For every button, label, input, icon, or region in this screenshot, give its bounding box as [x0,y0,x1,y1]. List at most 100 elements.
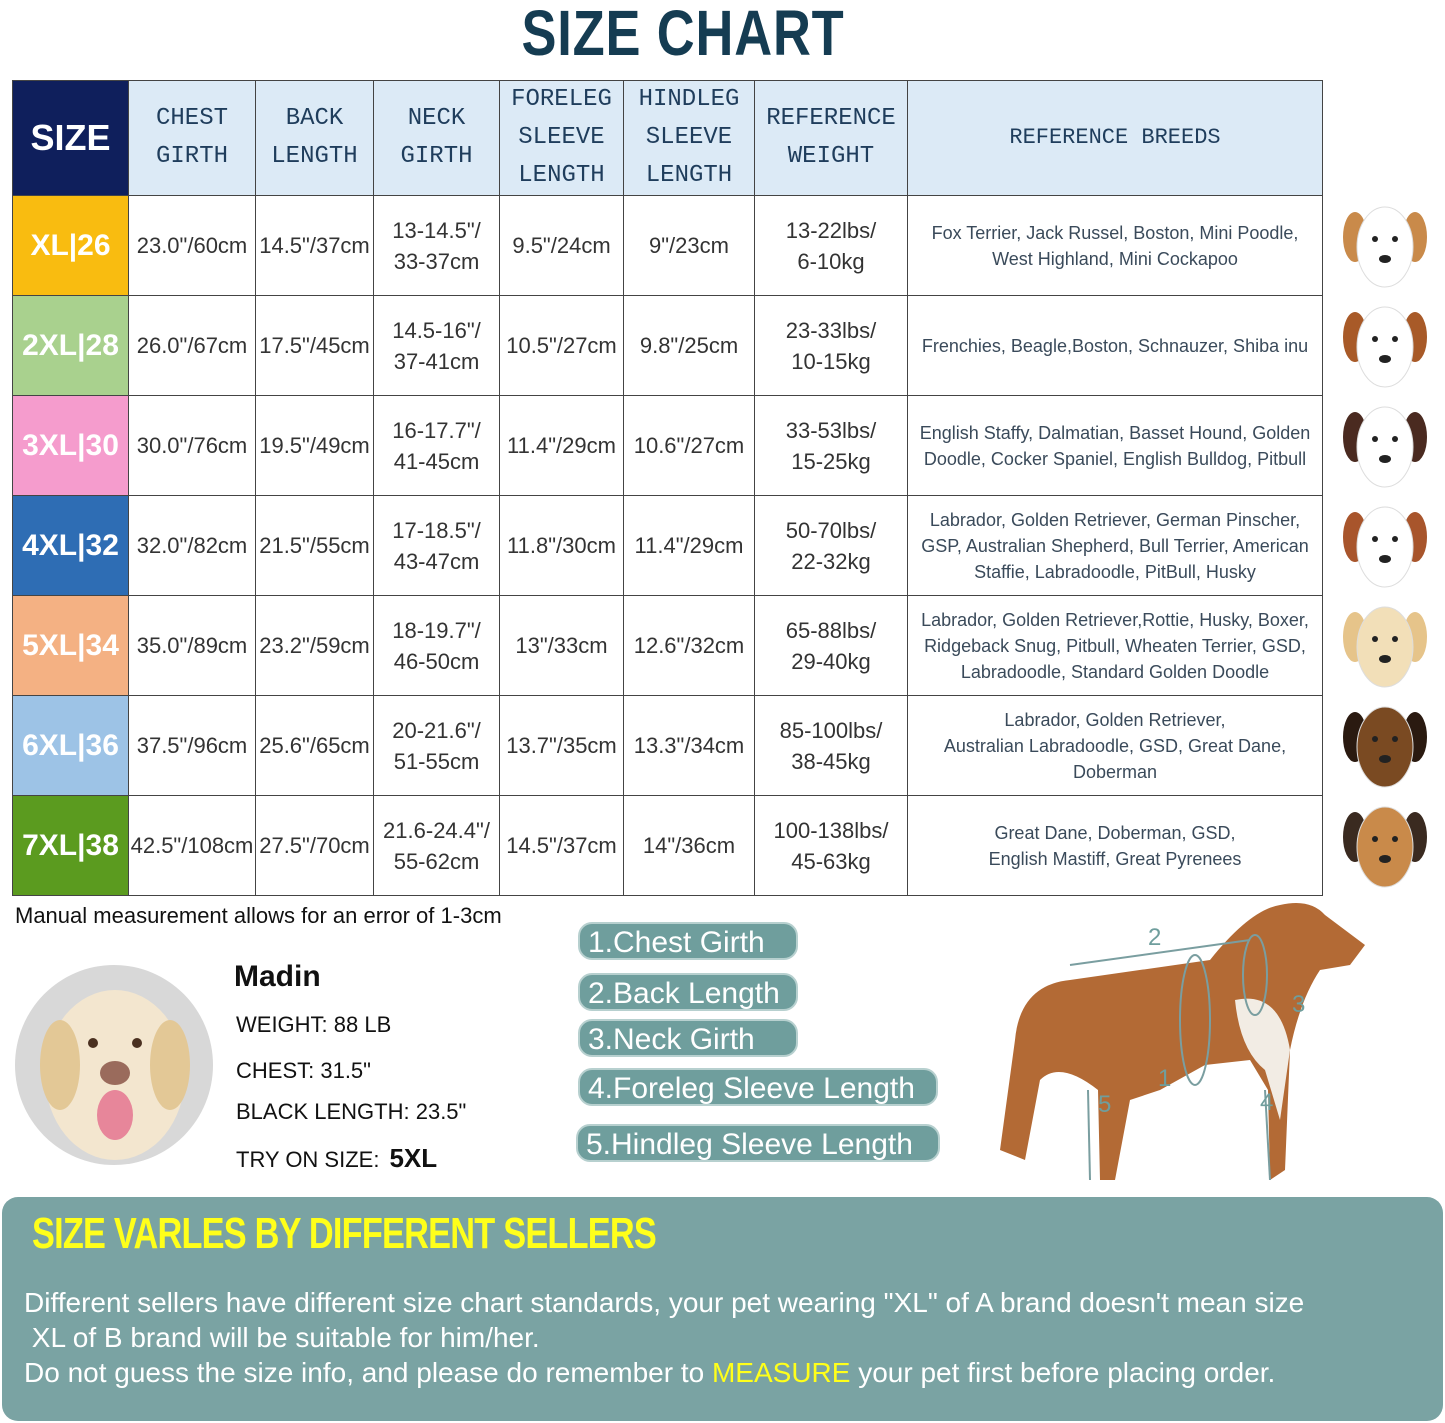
breeds-cell: Labrador, Golden Retriever,Rottie, Husky… [907,595,1323,696]
foreleg-cell: 9.5"/24cm [499,195,624,296]
back-cell: 14.5"/37cm [255,195,374,296]
chest-cell: 23.0"/60cm [128,195,256,296]
foreleg-cell: 11.4"/29cm [499,395,624,496]
breeds-line: Australian Labradoodle, GSD, Great Dane, [943,735,1287,756]
breeds-line: Staffie, Labradoodle, PitBull, Husky [974,561,1256,582]
neck-line: 21.6-24.4"/ [383,817,490,843]
neck-cell: 18-19.7"/ 46-50cm [373,595,500,696]
mastiff-head-icon [1330,794,1440,894]
header-back-length: BACK LENGTH [255,80,374,196]
hindleg-cell: 9"/23cm [623,195,755,296]
table-row: 4XL|32 32.0"/82cm 21.5"/55cm 17-18.5"/ 43-47… [12,495,1323,596]
header-row: SIZE CHEST GIRTH BACK LENGTH NECK GIRTH FORELEG… [12,80,1323,196]
breeds-cell: Great Dane, Doberman, GSD, English Mastif… [907,795,1323,896]
hindleg-cell: 11.4"/29cm [623,495,755,596]
breeds-line: Doberman [1072,761,1158,782]
chest-cell: 42.5"/108cm [128,795,256,896]
weight-line: 15-25kg [791,448,871,474]
header-line: WEIGHT [787,143,875,170]
neck-line: 14.5-16"/ [392,317,481,343]
breeds-line: Labrador, Golden Retriever, [1004,709,1226,730]
dalmatian-head-icon [1330,394,1440,494]
hindleg-cell: 12.6"/32cm [623,595,755,696]
measure-hindleg-sleeve: 5.Hindleg Sleeve Length [576,1124,940,1162]
notice-text: Different sellers have different size ch… [24,1285,1444,1390]
size-cell: 4XL|32 [12,495,129,596]
staffie-head-icon [1330,494,1440,594]
breeds-line: English Mastiff, Great Pyrenees [988,848,1242,869]
back-cell: 17.5"/45cm [255,295,374,396]
foreleg-cell: 13"/33cm [499,595,624,696]
weight-cell: 65-88lbs/29-40kg [754,595,908,696]
beagle-head-icon [1330,294,1440,394]
header-line: FORELEG [511,86,612,113]
breeds-line: Fox Terrier, Jack Russel, Boston, Mini P… [931,222,1299,243]
table-row: 6XL|36 37.5"/96cm 25.6"/65cm 20-21.6"/ 51-55… [12,695,1323,796]
hindleg-cell: 14"/36cm [623,795,755,896]
neck-line: 41-45cm [393,448,480,474]
neck-cell: 14.5-16"/ 37-41cm [373,295,500,396]
breeds-line: Labrador, Golden Retriever,Rottie, Husky… [921,609,1309,630]
weight-line: 45-63kg [791,848,871,874]
neck-cell: 16-17.7"/ 41-45cm [373,395,500,496]
chest-cell: 37.5"/96cm [128,695,256,796]
weight-line: 38-45kg [791,748,871,774]
weight-line: 85-100lbs/ [779,717,883,743]
page-title: SIZE CHART [521,0,845,69]
weight-line: 29-40kg [791,648,871,674]
back-cell: 19.5"/49cm [255,395,374,496]
weight-cell: 50-70lbs/22-32kg [754,495,908,596]
diagram-label-1: 1 [1158,1065,1171,1092]
weight-line: 65-88lbs/ [785,617,877,643]
weight-line: 23-33lbs/ [785,317,877,343]
dog-measurement-diagram: 1 2 3 4 5 [1000,902,1365,1181]
notice-line-3: Do not guess the size info, and please d… [24,1355,1444,1390]
seller-notice-panel: SIZE VARLES BY DIFFERENT SELLERS Differe… [2,1197,1443,1421]
labrador-head-icon [1330,594,1440,694]
table-row: 5XL|34 35.0"/89cm 23.2"/59cm 18-19.7"/ 46-50… [12,595,1323,696]
hindleg-cell: 10.6"/27cm [623,395,755,496]
table-row: XL|26 23.0"/60cm 14.5"/37cm 13-14.5"/ 33-37c… [12,195,1323,296]
weight-cell: 23-33lbs/10-15kg [754,295,908,396]
hindleg-cell: 13.3"/34cm [623,695,755,796]
header-line: REFERENCE BREEDS [1009,125,1221,150]
chest-cell: 26.0"/67cm [128,295,256,396]
notice-line-3-end: your pet first before placing order. [850,1357,1276,1388]
foreleg-cell: 13.7"/35cm [499,695,624,796]
header-line: CHEST [155,105,228,132]
neck-cell: 20-21.6"/ 51-55cm [373,695,500,796]
size-cell: 3XL|30 [12,395,129,496]
foreleg-cell: 10.5"/27cm [499,295,624,396]
size-cell: 6XL|36 [12,695,129,796]
neck-line: 46-50cm [393,648,480,674]
breeds-cell: Fox Terrier, Jack Russel, Boston, Mini P… [907,195,1323,296]
foreleg-cell: 14.5"/37cm [499,795,624,896]
back-cell: 27.5"/70cm [255,795,374,896]
back-cell: 25.6"/65cm [255,695,374,796]
example-dog-name: Madin [234,960,321,993]
table-row: 7XL|38 42.5"/108cm 27.5"/70cm 21.6-24.4"/ 55… [12,795,1323,896]
breeds-line: English Staffy, Dalmatian, Basset Hound,… [919,422,1311,443]
breeds-line: Frenchies, Beagle,Boston, Schnauzer, Shi… [921,335,1309,356]
table-row: 3XL|30 30.0"/76cm 19.5"/49cm 16-17.7"/ 41-45… [12,395,1323,496]
breeds-line: Ridgeback Snug, Pitbull, Wheaten Terrier… [924,635,1306,656]
diagram-label-2: 2 [1148,924,1161,951]
header-line: GIRTH [155,143,228,170]
breeds-cell: Frenchies, Beagle,Boston, Schnauzer, Shi… [907,295,1323,396]
notice-line-1: Different sellers have different size ch… [24,1287,1305,1318]
diagram-label-4: 4 [1260,1089,1273,1116]
notice-title: SIZE VARLES BY DIFFERENT SELLERS [32,1209,657,1258]
header-line: BACK [285,105,344,132]
try-size-label: TRY ON SIZE: [236,1147,380,1172]
terrier-head-icon [1330,194,1440,294]
header-line: LENGTH [271,143,358,170]
size-chart-table: SIZE CHEST GIRTH BACK LENGTH NECK GIRTH FORELEG… [12,80,1323,896]
breeds-line: Labrador, Golden Retriever, German Pinsc… [929,509,1301,530]
size-cell: 2XL|28 [12,295,129,396]
breeds-line: Labradoodle, Standard Golden Doodle [960,661,1270,682]
header-line: NECK [407,105,466,132]
try-size-value: 5XL [389,1143,438,1173]
header-hindleg-sleeve-length: HINDLEG SLEEVE LENGTH [623,80,755,196]
example-chest: CHEST: 31.5" [236,1058,371,1083]
diagram-label-5: 5 [1098,1091,1111,1118]
